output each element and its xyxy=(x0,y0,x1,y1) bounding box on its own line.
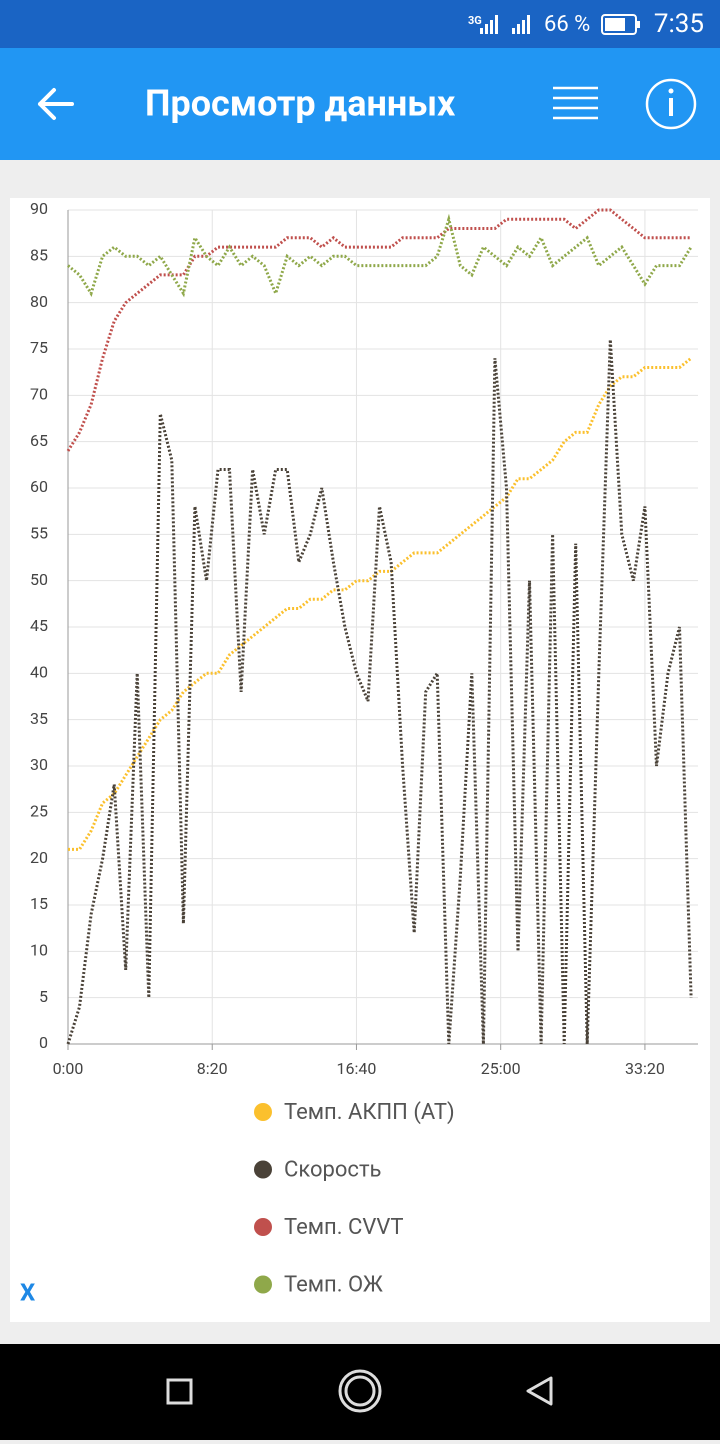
y-tick-label: 20 xyxy=(30,848,48,867)
y-tick-label: 65 xyxy=(30,431,48,450)
back-button[interactable] xyxy=(38,88,74,120)
signal-icons xyxy=(480,15,530,34)
y-tick-label: 75 xyxy=(30,338,48,357)
legend-marker xyxy=(254,1103,272,1121)
y-tick-label: 50 xyxy=(30,570,48,589)
y-tick-label: 80 xyxy=(30,292,48,311)
back-nav-button[interactable] xyxy=(526,1376,553,1406)
home-button[interactable] xyxy=(338,1369,382,1413)
y-tick-label: 10 xyxy=(30,941,48,960)
y-tick-label: 60 xyxy=(30,477,48,496)
recents-button[interactable] xyxy=(166,1378,193,1405)
chart: 0 5 10 15 20 25 30 35 40 45 50 55 60 65 70 75 80 85 90 0:00… xyxy=(30,199,698,1297)
legend-label: Темп. CVVT xyxy=(284,1215,403,1240)
app-bar xyxy=(0,48,720,160)
x-tick-label: 25:00 xyxy=(481,1059,521,1078)
network-type: 3G xyxy=(468,14,482,27)
y-tick-label: 55 xyxy=(30,524,48,543)
x-tick-label: 8:20 xyxy=(197,1059,228,1078)
x-tick-label: 0:00 xyxy=(53,1059,84,1078)
legend-marker xyxy=(254,1160,272,1179)
x-tick-label: 33:20 xyxy=(625,1059,665,1078)
y-tick-label: 25 xyxy=(30,802,48,821)
nav-bar xyxy=(0,1344,720,1440)
y-tick-label: 70 xyxy=(30,385,48,404)
series-line xyxy=(68,357,693,851)
legend-marker xyxy=(254,1275,272,1294)
y-tick-label: 85 xyxy=(30,246,48,265)
y-tick-label: 15 xyxy=(30,894,48,913)
y-tick-label: 35 xyxy=(30,709,48,728)
y-tick-label: 30 xyxy=(30,755,48,774)
list-button[interactable] xyxy=(553,86,598,120)
y-tick-label: 90 xyxy=(30,199,48,218)
x-tick-label: 16:40 xyxy=(337,1059,377,1078)
chart-card xyxy=(10,198,710,1322)
clock: 7:35 xyxy=(654,9,704,39)
legend-marker xyxy=(254,1218,272,1236)
legend-label: Темп. АКПП (AT) xyxy=(284,1100,455,1125)
series-line xyxy=(67,213,693,298)
info-button[interactable] xyxy=(645,78,697,130)
close-button[interactable]: X xyxy=(20,1278,35,1306)
status-bar xyxy=(0,0,720,48)
battery-icon xyxy=(601,14,640,35)
y-tick-label: 5 xyxy=(39,987,48,1006)
legend-label: Скорость xyxy=(284,1157,381,1182)
y-tick-label: 45 xyxy=(30,616,48,635)
app-title: Просмотр данных xyxy=(145,83,456,125)
y-tick-label: 0 xyxy=(39,1033,48,1052)
battery-percent: 66 % xyxy=(544,12,590,37)
y-tick-label: 40 xyxy=(30,663,48,682)
legend-label: Темп. ОЖ xyxy=(284,1272,383,1297)
